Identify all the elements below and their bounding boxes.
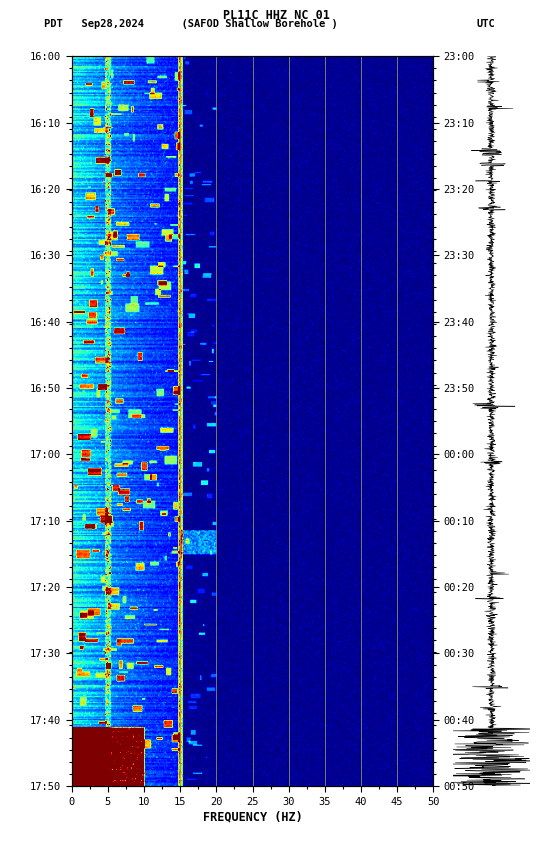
Text: PL11C HHZ NC 01: PL11C HHZ NC 01 (222, 9, 330, 22)
X-axis label: FREQUENCY (HZ): FREQUENCY (HZ) (203, 810, 302, 823)
Text: UTC: UTC (476, 19, 495, 29)
Text: PDT   Sep28,2024      (SAFOD Shallow Borehole ): PDT Sep28,2024 (SAFOD Shallow Borehole ) (44, 19, 338, 29)
